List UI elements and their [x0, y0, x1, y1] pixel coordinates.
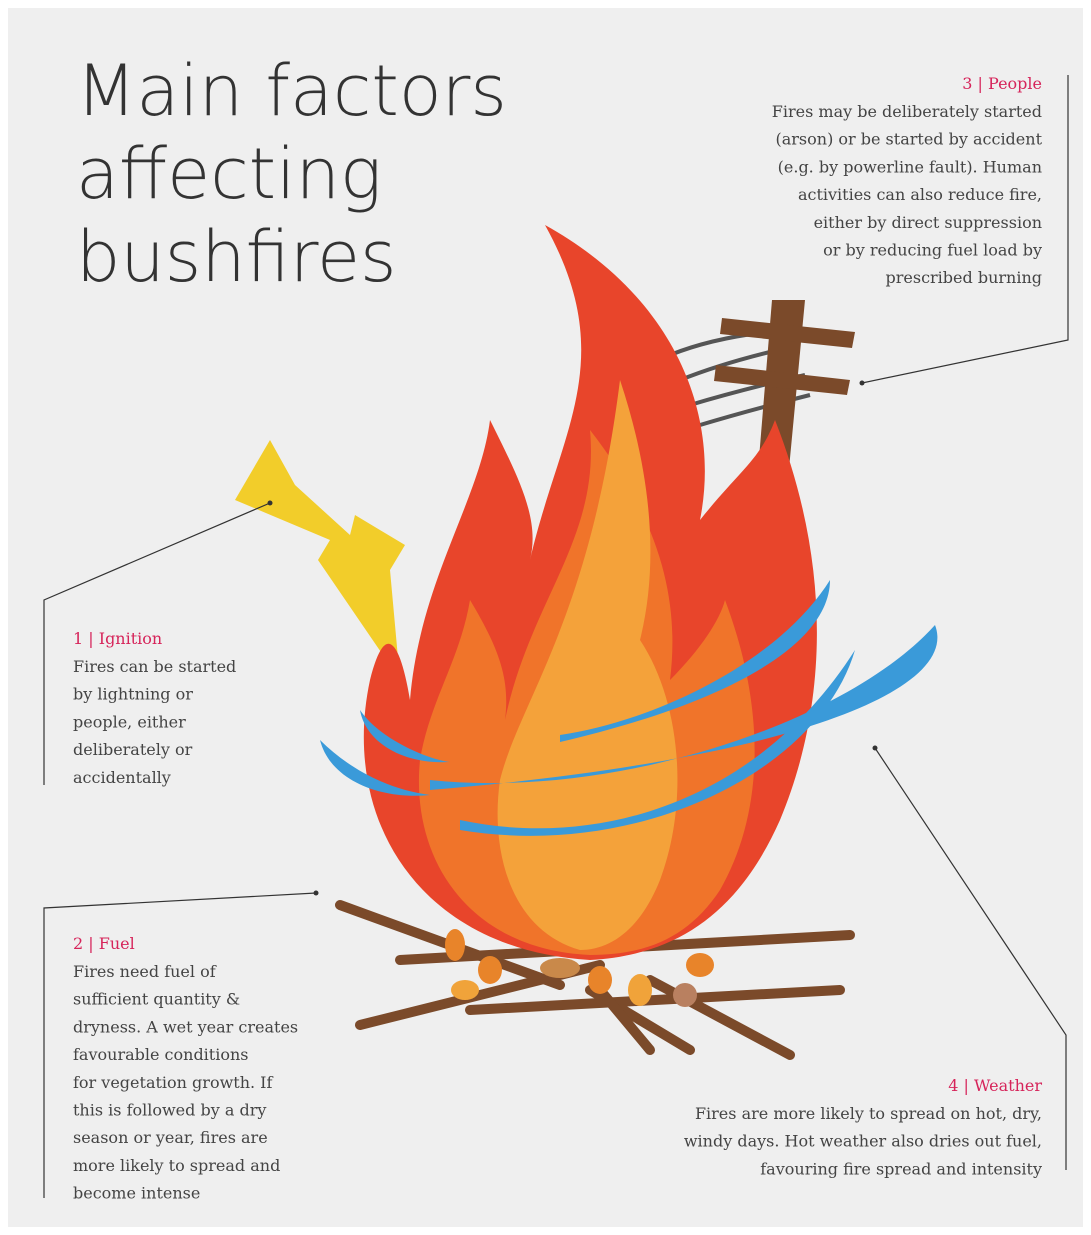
- factor-text: favourable conditions: [73, 1045, 249, 1064]
- factor-text: accidentally: [73, 768, 171, 787]
- factor-text: Fires need fuel of: [73, 962, 217, 981]
- factor-text: prescribed burning: [886, 268, 1043, 287]
- factor-text: deliberately or: [73, 740, 193, 759]
- factor-text: windy days. Hot weather also dries out f…: [684, 1132, 1042, 1151]
- infographic: Main factorsaffectingbushfires 1 | Igniti…: [0, 0, 1091, 1235]
- factor-text: this is followed by a dry: [73, 1101, 266, 1120]
- factor-text: season or year, fires are: [73, 1128, 268, 1147]
- factor-text: for vegetation growth. If: [73, 1073, 273, 1092]
- factor-text: favouring fire spread and intensity: [760, 1159, 1042, 1178]
- factor-text: more likely to spread and: [73, 1156, 280, 1175]
- factor-heading: 2 | Fuel: [73, 934, 135, 953]
- factor-text: Fires can be started: [73, 657, 236, 676]
- factor-text: dryness. A wet year creates: [73, 1017, 298, 1036]
- factor-text: sufficient quantity &: [73, 990, 240, 1009]
- title-line: Main factors: [76, 50, 507, 132]
- factor-text: become intense: [73, 1184, 200, 1203]
- factor-text: (e.g. by powerline fault). Human: [778, 157, 1042, 176]
- factor-text: people, either: [73, 712, 186, 731]
- factor-heading: 4 | Weather: [948, 1076, 1042, 1095]
- factor-text: either by direct suppression: [814, 213, 1042, 232]
- factor-heading: 1 | Ignition: [73, 629, 162, 648]
- factor-heading: 3 | People: [962, 74, 1042, 93]
- title-line: bushfires: [76, 216, 397, 298]
- factor-text: (arson) or be started by accident: [775, 130, 1042, 149]
- factor-text: or by reducing fuel load by: [823, 241, 1042, 260]
- title-line: affecting: [76, 133, 382, 215]
- factor-text: Fires are more likely to spread on hot, …: [695, 1104, 1042, 1123]
- factor-text: activities can also reduce fire,: [798, 185, 1042, 204]
- factor-text: Fires may be deliberately started: [772, 102, 1042, 121]
- factor-text: by lightning or: [73, 685, 193, 704]
